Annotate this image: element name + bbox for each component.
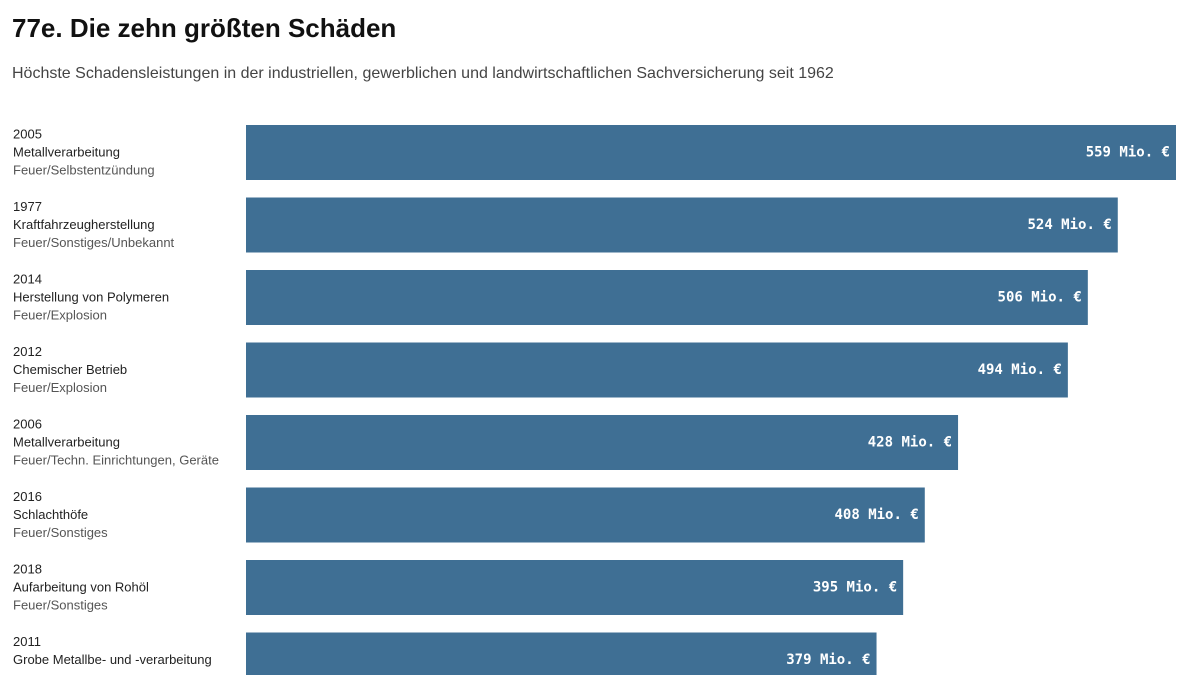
category-year: 1977 (13, 199, 42, 214)
value-label: 408 Mio. € (834, 507, 918, 523)
category-year: 2006 (13, 416, 42, 431)
bar (246, 632, 877, 675)
category-industry: Metallverarbeitung (13, 144, 120, 159)
bar (246, 197, 1118, 253)
category-year: 2018 (13, 561, 42, 576)
category-cause: Feuer/Sonstiges/Unbekannt (13, 235, 175, 250)
category-year: 2016 (13, 489, 42, 504)
category-industry: Metallverarbeitung (13, 434, 120, 449)
chart-title: 77e. Die zehn größten Schäden (12, 13, 396, 43)
value-label: 379 Mio. € (786, 652, 870, 668)
category-cause: Feuer/Explosion (13, 380, 107, 395)
value-label: 506 Mio. € (998, 290, 1082, 306)
category-industry: Chemischer Betrieb (13, 362, 127, 377)
category-year: 2005 (13, 126, 42, 141)
category-year: 2014 (13, 271, 42, 286)
category-industry: Schlachthöfe (13, 507, 88, 522)
value-label: 559 Mio. € (1086, 145, 1170, 161)
bar (246, 487, 925, 543)
category-year: 2011 (13, 634, 41, 649)
bar (246, 560, 904, 615)
bar (246, 415, 959, 470)
category-industry: Grobe Metallbe- und -verarbeitung (13, 652, 212, 667)
value-label: 428 Mio. € (868, 435, 952, 451)
category-industry: Kraftfahrzeugherstellung (13, 217, 155, 232)
chart-subtitle: Höchste Schadensleistungen in der indust… (12, 65, 834, 82)
category-cause: Feuer/Sonstiges (13, 525, 108, 540)
value-label: 524 Mio. € (1027, 217, 1111, 233)
bar (246, 342, 1068, 398)
category-industry: Herstellung von Polymeren (13, 289, 169, 304)
bar (246, 125, 1176, 180)
category-cause: Feuer/Selbstentzündung (13, 162, 155, 177)
category-year: 2012 (13, 344, 42, 359)
bar (246, 270, 1088, 325)
value-label: 395 Mio. € (813, 580, 897, 596)
category-cause: Feuer/Techn. Einrichtungen, Geräte (13, 452, 219, 467)
value-label: 494 Mio. € (978, 362, 1062, 378)
category-cause: Feuer/Explosion (13, 307, 107, 322)
category-cause: Feuer/Sonstiges (13, 597, 108, 612)
category-industry: Aufarbeitung von Rohöl (13, 579, 149, 594)
